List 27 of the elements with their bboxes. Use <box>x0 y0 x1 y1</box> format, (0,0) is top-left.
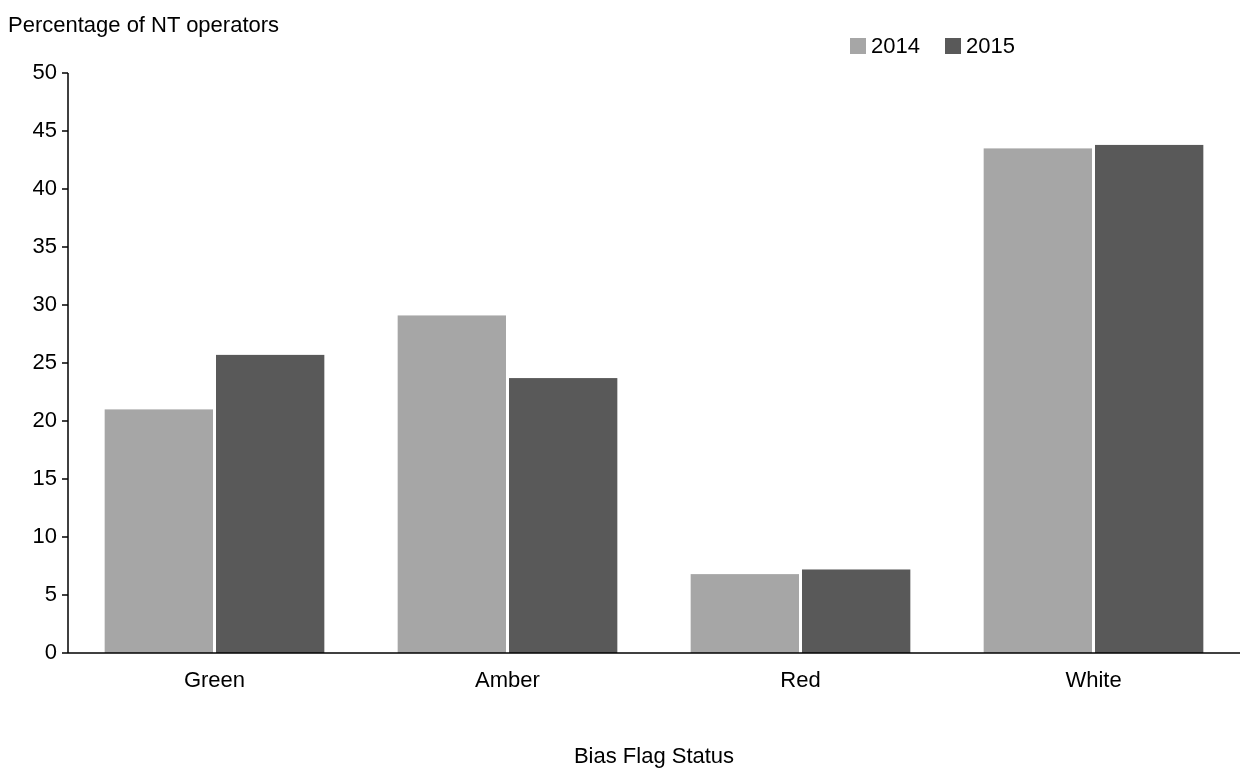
legend-label: 2014 <box>871 32 920 58</box>
x-axis-title: Bias Flag Status <box>573 743 735 768</box>
y-tick-label: 5 <box>44 580 57 606</box>
x-tick-label: Green <box>183 667 246 692</box>
bar <box>216 354 325 653</box>
bar <box>1095 144 1204 653</box>
bar <box>509 378 618 653</box>
y-tick-label: 35 <box>32 232 57 258</box>
bar <box>802 569 911 653</box>
y-tick-label: 30 <box>32 290 57 316</box>
y-tick-label: 0 <box>44 638 57 664</box>
y-tick-label: 15 <box>32 464 57 490</box>
y-tick-label: 25 <box>32 348 57 374</box>
y-tick-label: 45 <box>32 116 57 142</box>
y-tick-label: 50 <box>32 58 57 84</box>
x-tick-label: Red <box>780 667 821 692</box>
bar <box>397 315 506 653</box>
bar <box>690 574 799 653</box>
y-tick-label: 20 <box>32 406 57 432</box>
y-tick-label: 10 <box>32 522 57 548</box>
legend-label: 2015 <box>966 32 1015 58</box>
y-axis-title: Percentage of NT operators <box>8 12 280 37</box>
y-tick-label: 40 <box>32 174 57 200</box>
x-tick-label: Amber <box>475 667 540 692</box>
bar <box>104 409 213 653</box>
x-tick-label: White <box>1065 667 1122 692</box>
bar <box>983 148 1092 653</box>
